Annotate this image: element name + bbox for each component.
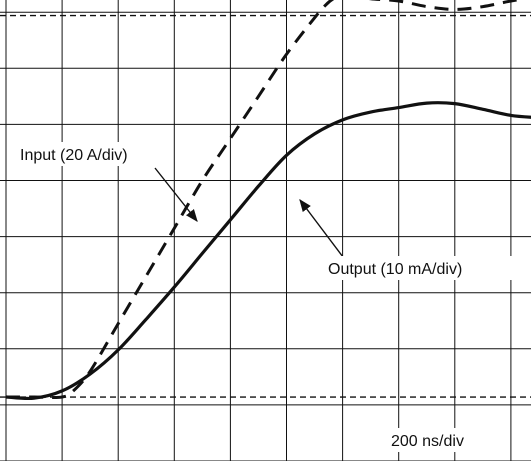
input-waveform (6, 0, 526, 399)
input-label-background (18, 142, 170, 166)
output-annotation-arrow (299, 198, 344, 258)
output-label-background (326, 256, 522, 280)
input-annotation-arrow (154, 167, 198, 222)
input-label: Input (20 A/div) (20, 147, 128, 164)
waveforms (5, 0, 531, 401)
reference-lines (0, 14, 531, 398)
output-label: Output (10 mA/div) (328, 261, 462, 278)
output-waveform (5, 101, 531, 401)
timebase-label-background (388, 428, 500, 452)
timebase-label: 200 ns/div (391, 433, 464, 450)
